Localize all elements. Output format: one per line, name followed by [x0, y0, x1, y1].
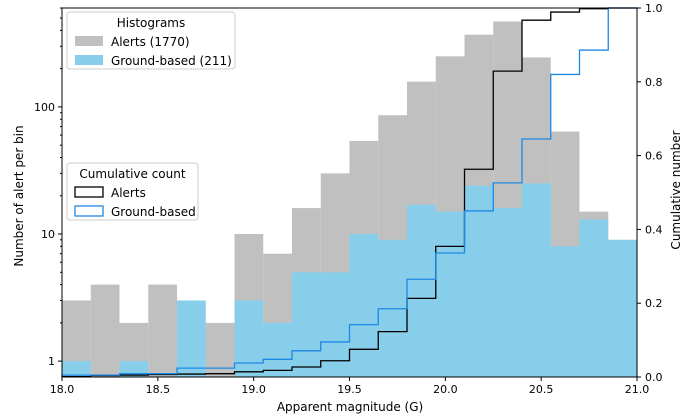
x-tick-label: 18.5 — [146, 383, 171, 396]
ground-based-histogram-bar — [522, 183, 551, 377]
x-tick-label: 21.0 — [625, 383, 650, 396]
y2-tick-label: 0.2 — [645, 297, 663, 310]
histograms-legend-title: Histograms — [117, 16, 186, 30]
histograms-legend-box — [66, 11, 236, 70]
y2-tick-label: 0.6 — [645, 150, 663, 163]
y-tick-label: 1 — [48, 355, 55, 368]
alerts-histogram-bar — [90, 284, 120, 377]
ground-based-histogram-bar — [234, 300, 264, 377]
y2-tick-label: 1.0 — [645, 2, 663, 15]
x-tick-label: 19.0 — [241, 383, 266, 396]
ground-based-histogram-bar — [435, 211, 465, 377]
ground-based-histogram-bar — [263, 322, 292, 377]
y-tick-label: 100 — [34, 101, 55, 114]
x-tick-label: 20.0 — [433, 383, 458, 396]
legend-entry-label: Alerts (1770) — [111, 35, 190, 49]
y2-tick-label: 0.0 — [645, 371, 663, 384]
y-axis-label: Number of alert per bin — [12, 125, 26, 266]
ground-based-histogram-bar — [464, 185, 494, 377]
x-tick-label: 20.5 — [529, 383, 554, 396]
legend-swatch — [75, 55, 103, 65]
legends: Histograms Alerts (1770) Ground-based (211… — [66, 11, 236, 221]
legend-swatch — [74, 205, 104, 217]
ground-based-histogram-bar — [62, 361, 91, 377]
secondary-y-axis-label: Cumulative number — [669, 130, 683, 249]
ground-based-histogram-bar — [177, 300, 206, 377]
ground-based-histogram-bar — [493, 208, 522, 377]
y2-tick-label: 0.4 — [645, 223, 663, 236]
legend-entry-label: Ground-based — [111, 205, 196, 219]
ground-based-histogram-bar — [349, 234, 379, 377]
x-axis-label: Apparent magnitude (G) — [277, 400, 423, 414]
alerts-histogram-bar — [205, 322, 235, 377]
alerts-cumulative-line — [61, 7, 637, 378]
ground-based-histogram-bar — [579, 219, 609, 377]
legend-entry-label: Alerts — [111, 186, 146, 200]
ground-based-cumulative-line — [61, 7, 637, 377]
legend-swatch — [75, 36, 103, 46]
ground-based-histogram-bar — [292, 272, 321, 377]
axes: 18.0 18.5 19.0 19.5 20.0 20.5 21.0 1 10 100 0.0 0.2… — [34, 2, 663, 396]
legend-swatch — [74, 186, 104, 198]
ground-based-histogram-bar — [320, 272, 350, 377]
y-tick-label: 10 — [41, 228, 55, 241]
y2-tick-label: 0.8 — [645, 76, 663, 89]
x-tick-label: 19.5 — [337, 383, 362, 396]
x-tick-label: 18.0 — [50, 383, 75, 396]
legend-entry-label: Ground-based (211) — [111, 54, 232, 68]
ground-based-histogram-bar — [550, 246, 580, 377]
ground-based-histogram-bar — [608, 239, 637, 377]
plot-area — [61, 7, 637, 378]
alerts-histogram-bar — [148, 284, 177, 377]
ground-based-histogram-bar — [407, 204, 436, 377]
cumulative-legend-title: Cumulative count — [79, 167, 185, 181]
